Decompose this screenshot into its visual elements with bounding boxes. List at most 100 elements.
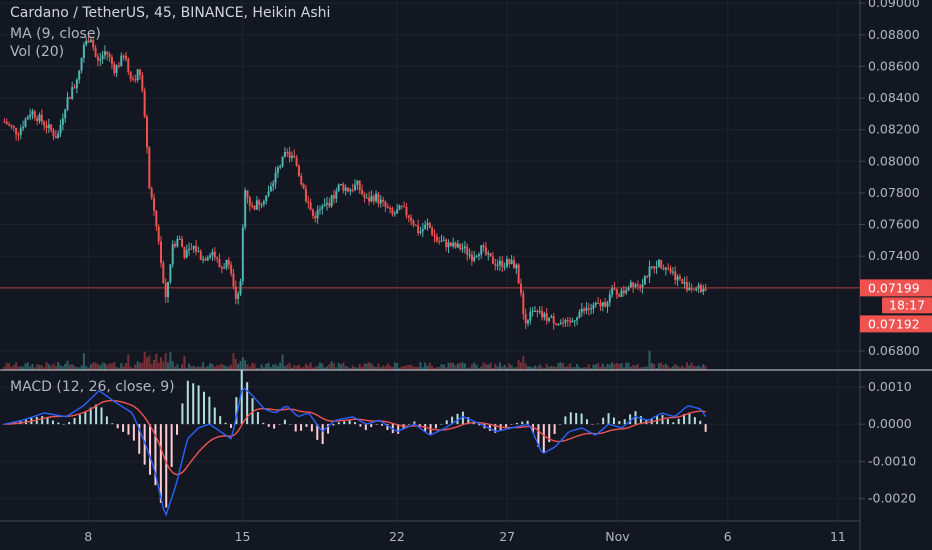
candle-body — [148, 147, 151, 189]
time-tick-label: 8 — [84, 529, 92, 544]
volume-bar — [634, 365, 637, 370]
volume-bar — [473, 362, 476, 370]
macd-histogram-bar — [559, 424, 562, 425]
volume-bar — [12, 365, 15, 370]
volume-bar — [155, 353, 158, 370]
candle-body — [99, 59, 102, 61]
volume-bar — [573, 367, 576, 370]
macd-histogram-bar — [348, 420, 351, 425]
candle-body — [515, 264, 518, 269]
macd-histogram-bar — [262, 422, 265, 425]
candle-body — [281, 156, 284, 166]
price-candles[interactable] — [3, 35, 707, 330]
volume-bar — [66, 360, 69, 370]
volume-bar — [704, 365, 707, 370]
volume-bar — [19, 366, 22, 370]
volume-bar — [377, 363, 380, 370]
volume-bar — [625, 362, 628, 370]
macd-histogram-bar — [246, 382, 249, 425]
candle-body — [494, 263, 497, 266]
volume-bar — [552, 366, 555, 370]
volume-bar — [431, 366, 434, 370]
macd-histogram-bar — [677, 418, 680, 425]
candle-body — [611, 288, 614, 295]
volume-bar — [160, 357, 163, 370]
macd-histogram-bar — [138, 424, 141, 454]
volume-bar — [337, 363, 340, 370]
candle-body — [699, 285, 702, 292]
candle-body — [578, 312, 581, 318]
volume-bar — [370, 363, 373, 370]
candle-body — [54, 136, 57, 139]
volume-bar — [89, 364, 92, 370]
candle-body — [113, 63, 116, 73]
volume-bar — [555, 366, 558, 370]
macd-histogram-bar — [235, 397, 238, 425]
volume-bar — [325, 366, 328, 370]
candle-body — [643, 276, 646, 285]
candle-body — [85, 40, 88, 45]
candle-body — [164, 283, 167, 297]
volume-bar — [487, 364, 490, 370]
candle-body — [692, 289, 695, 291]
volume-bar — [82, 352, 85, 370]
volume-bar — [461, 362, 464, 370]
candle-body — [40, 114, 43, 122]
candle-body — [332, 195, 335, 199]
volume-bar — [538, 364, 541, 370]
candle-body — [375, 193, 378, 202]
candle-body — [531, 311, 534, 313]
volume-bar — [106, 364, 109, 370]
volume-bar — [468, 367, 471, 370]
volume-bar — [241, 357, 244, 370]
macd-histogram-bar — [413, 421, 416, 425]
volume-bar — [585, 367, 588, 370]
volume-bar — [115, 366, 118, 370]
volume-legend[interactable]: Vol (20) — [10, 44, 65, 60]
volume-bar — [10, 366, 13, 370]
candle-body — [323, 204, 326, 207]
candle-body — [435, 236, 438, 242]
volume-bar — [59, 365, 62, 370]
candle-body — [237, 293, 240, 299]
volume-bar — [545, 363, 548, 370]
candle-body — [101, 55, 104, 60]
candle-body — [138, 69, 141, 76]
price-tick-label: 0.08200 — [868, 122, 920, 137]
macd-histogram-bar — [73, 417, 76, 425]
volume-bar — [613, 364, 616, 370]
price-axis[interactable]: 0.09000 0.08800 0.08600 0.08400 0.08200 0.080… — [860, 0, 920, 358]
candle-body — [258, 200, 261, 205]
macd-legend[interactable]: MACD (12, 26, close, 9) — [10, 379, 175, 395]
volume-bar — [494, 363, 497, 370]
volume-bar — [220, 363, 223, 370]
volume-bar — [40, 365, 43, 370]
volume-bar — [101, 362, 104, 370]
macd-histogram-bar — [84, 411, 87, 425]
macd-histogram-bar — [461, 411, 464, 425]
countdown-tag: 18:17 — [882, 297, 932, 314]
volume-bar — [164, 353, 167, 370]
volume-bar — [414, 366, 417, 370]
macd-axis[interactable]: 0.0010 0.0000 -0.0010 -0.0020 — [860, 379, 916, 506]
macd-histogram-bar — [332, 424, 335, 426]
time-tick-label: 11 — [830, 529, 846, 544]
candle-body — [176, 239, 179, 247]
macd-histogram-bar — [300, 424, 303, 431]
candle-body — [314, 215, 317, 219]
macd-histogram-bar — [229, 424, 232, 428]
candle-body — [89, 39, 92, 43]
candle-body — [559, 322, 562, 324]
volume-bar — [403, 366, 406, 370]
candle-body — [309, 202, 312, 210]
symbol-legend[interactable]: Cardano / TetherUS, 45, BINANCE, Heikin … — [10, 5, 331, 21]
candle-body — [15, 127, 18, 135]
candle-body — [377, 193, 380, 204]
candle-body — [192, 245, 195, 249]
ma-legend[interactable]: MA (9, close) — [10, 26, 101, 42]
volume-bar — [169, 352, 172, 370]
volume-bar — [145, 357, 148, 370]
time-axis[interactable]: 8 15 22 27 Nov 6 11 — [84, 529, 846, 544]
candle-body — [344, 187, 347, 191]
